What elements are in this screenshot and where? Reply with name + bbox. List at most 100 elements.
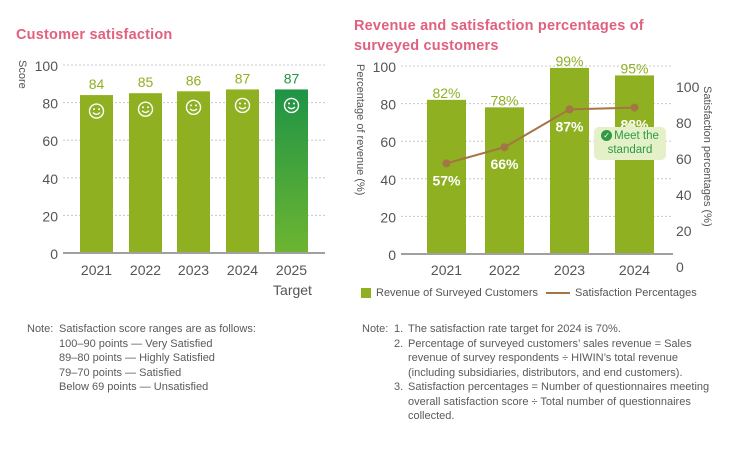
y-tick-label: 80	[42, 96, 58, 112]
bar	[485, 107, 524, 254]
bar	[129, 93, 162, 253]
smiley-eye	[288, 102, 290, 105]
x-tick-label: 2023	[178, 262, 209, 278]
bar-data-label: 82%	[432, 85, 460, 101]
data-label: 87	[235, 70, 251, 86]
note-line: 79–70 points — Satisfied	[59, 366, 182, 379]
bar	[177, 91, 210, 253]
check-circle-icon: ✓	[601, 130, 613, 141]
y-right-tick-label: 0	[676, 259, 684, 275]
x-tick-label: 2022	[130, 262, 161, 278]
line-data-label: 57%	[432, 172, 461, 188]
y-right-tick-label: 20	[676, 223, 692, 239]
smiley-eye	[93, 108, 95, 111]
satisfaction-line	[446, 106, 635, 165]
note-text: The satisfaction rate target for 2024 is…	[408, 323, 621, 335]
y-tick-label: 80	[380, 97, 396, 113]
smiley-face-icon	[283, 97, 300, 114]
y-tick-label: 60	[42, 133, 58, 149]
bar-data-label: 95%	[620, 60, 648, 76]
bar	[615, 75, 654, 255]
bar	[275, 89, 308, 253]
x-tick-label: 2022	[489, 262, 520, 278]
x-tick-label: 2021	[81, 262, 112, 278]
smiley-eye	[195, 104, 197, 107]
note-text: Satisfaction percentages = Number of que…	[408, 381, 710, 422]
y-tick-label: 0	[50, 246, 58, 262]
data-label: 85	[138, 74, 154, 90]
bar	[550, 67, 589, 254]
smiley-outline	[185, 99, 202, 116]
smiley-eye	[142, 106, 144, 109]
smiley-mouth	[92, 112, 101, 115]
note-label: Note:	[362, 323, 389, 335]
y-right-tick-label: 40	[676, 187, 692, 203]
y-right-axis-label: Satisfaction percentages (%)	[701, 86, 713, 227]
y-tick-label: 40	[380, 172, 396, 188]
note-line: 100–90 points — Very Satisfied	[59, 337, 213, 350]
data-label: 86	[186, 72, 202, 88]
x-tick-label: 2024	[619, 262, 650, 278]
meet-standard-annotation: ✓ Meet the standard	[594, 121, 666, 160]
line-data-label: 66%	[490, 156, 519, 172]
smiley-face-icon	[137, 101, 154, 117]
y-tick-label: 0	[388, 247, 396, 263]
smiley-outline	[283, 97, 300, 114]
legend-label-revenue: Revenue of Surveyed Customers	[376, 287, 539, 299]
chart2-title: Revenue and satisfaction percentages of …	[354, 18, 644, 54]
x-tick-label: 2025	[276, 262, 307, 278]
y-tick-label: 60	[380, 134, 396, 150]
note-number: 2.	[394, 337, 404, 350]
smiley-outline	[137, 101, 154, 117]
note-line: Below 69 points — Unsatisfied	[59, 381, 209, 393]
y-tick-label: 20	[42, 208, 58, 224]
notes-right: Note: 1. The satisfaction rate target for …	[362, 322, 717, 424]
bar-data-label: 78%	[490, 92, 518, 108]
y-right-tick-label: 80	[676, 115, 692, 131]
smiley-face-icon	[234, 97, 251, 114]
notes-left: Note: Satisfaction score ranges are as fo…	[27, 322, 256, 395]
y-tick-label: 40	[42, 171, 58, 187]
smiley-mouth	[238, 106, 247, 110]
legend-swatch-revenue	[361, 288, 371, 298]
y-tick-label: 20	[380, 209, 396, 225]
smiley-outline	[234, 97, 251, 114]
x-tick-label: 2021	[431, 262, 462, 278]
note-text: Percentage of surveyed customers’ sales …	[408, 337, 692, 379]
smiley-eye	[244, 102, 246, 105]
x-tick-label: 2024	[227, 262, 258, 278]
y-tick-label: 100	[35, 58, 59, 74]
smiley-eye	[147, 106, 149, 109]
chart2-legend: Revenue of Surveyed Customers Satisfacti…	[361, 287, 697, 299]
data-label: 84	[89, 76, 105, 92]
x-tick-sublabel: Target	[273, 282, 312, 298]
satisfaction-point	[565, 105, 574, 114]
note-number: 1.	[394, 323, 404, 335]
note-label: Note:	[27, 323, 54, 335]
smiley-mouth	[189, 108, 198, 112]
y-axis-label: Percentage of revenue (%)	[354, 64, 366, 195]
data-label: 87	[284, 70, 300, 86]
satisfaction-point	[442, 159, 451, 168]
x-tick-label: 2023	[554, 262, 585, 278]
smiley-eye	[293, 102, 295, 105]
satisfaction-point	[500, 143, 509, 152]
smiley-mouth	[141, 110, 150, 114]
y-axis-label: Score	[16, 60, 28, 89]
note-line: Satisfaction score ranges are as follows…	[59, 323, 256, 335]
y-right-tick-label: 100	[676, 79, 700, 95]
annotation-line1: Meet the	[614, 130, 659, 142]
bar	[427, 99, 466, 254]
smiley-eye	[239, 102, 241, 105]
note-line: 89–80 points — Highly Satisfied	[59, 352, 215, 364]
smiley-eye	[98, 108, 100, 111]
satisfaction-point	[630, 103, 639, 112]
smiley-mouth	[287, 106, 296, 110]
note-number: 3.	[394, 381, 404, 393]
bar	[80, 95, 113, 253]
smiley-face-icon	[88, 103, 105, 119]
bar	[226, 89, 259, 253]
chart1-title: Customer satisfaction	[16, 27, 173, 43]
